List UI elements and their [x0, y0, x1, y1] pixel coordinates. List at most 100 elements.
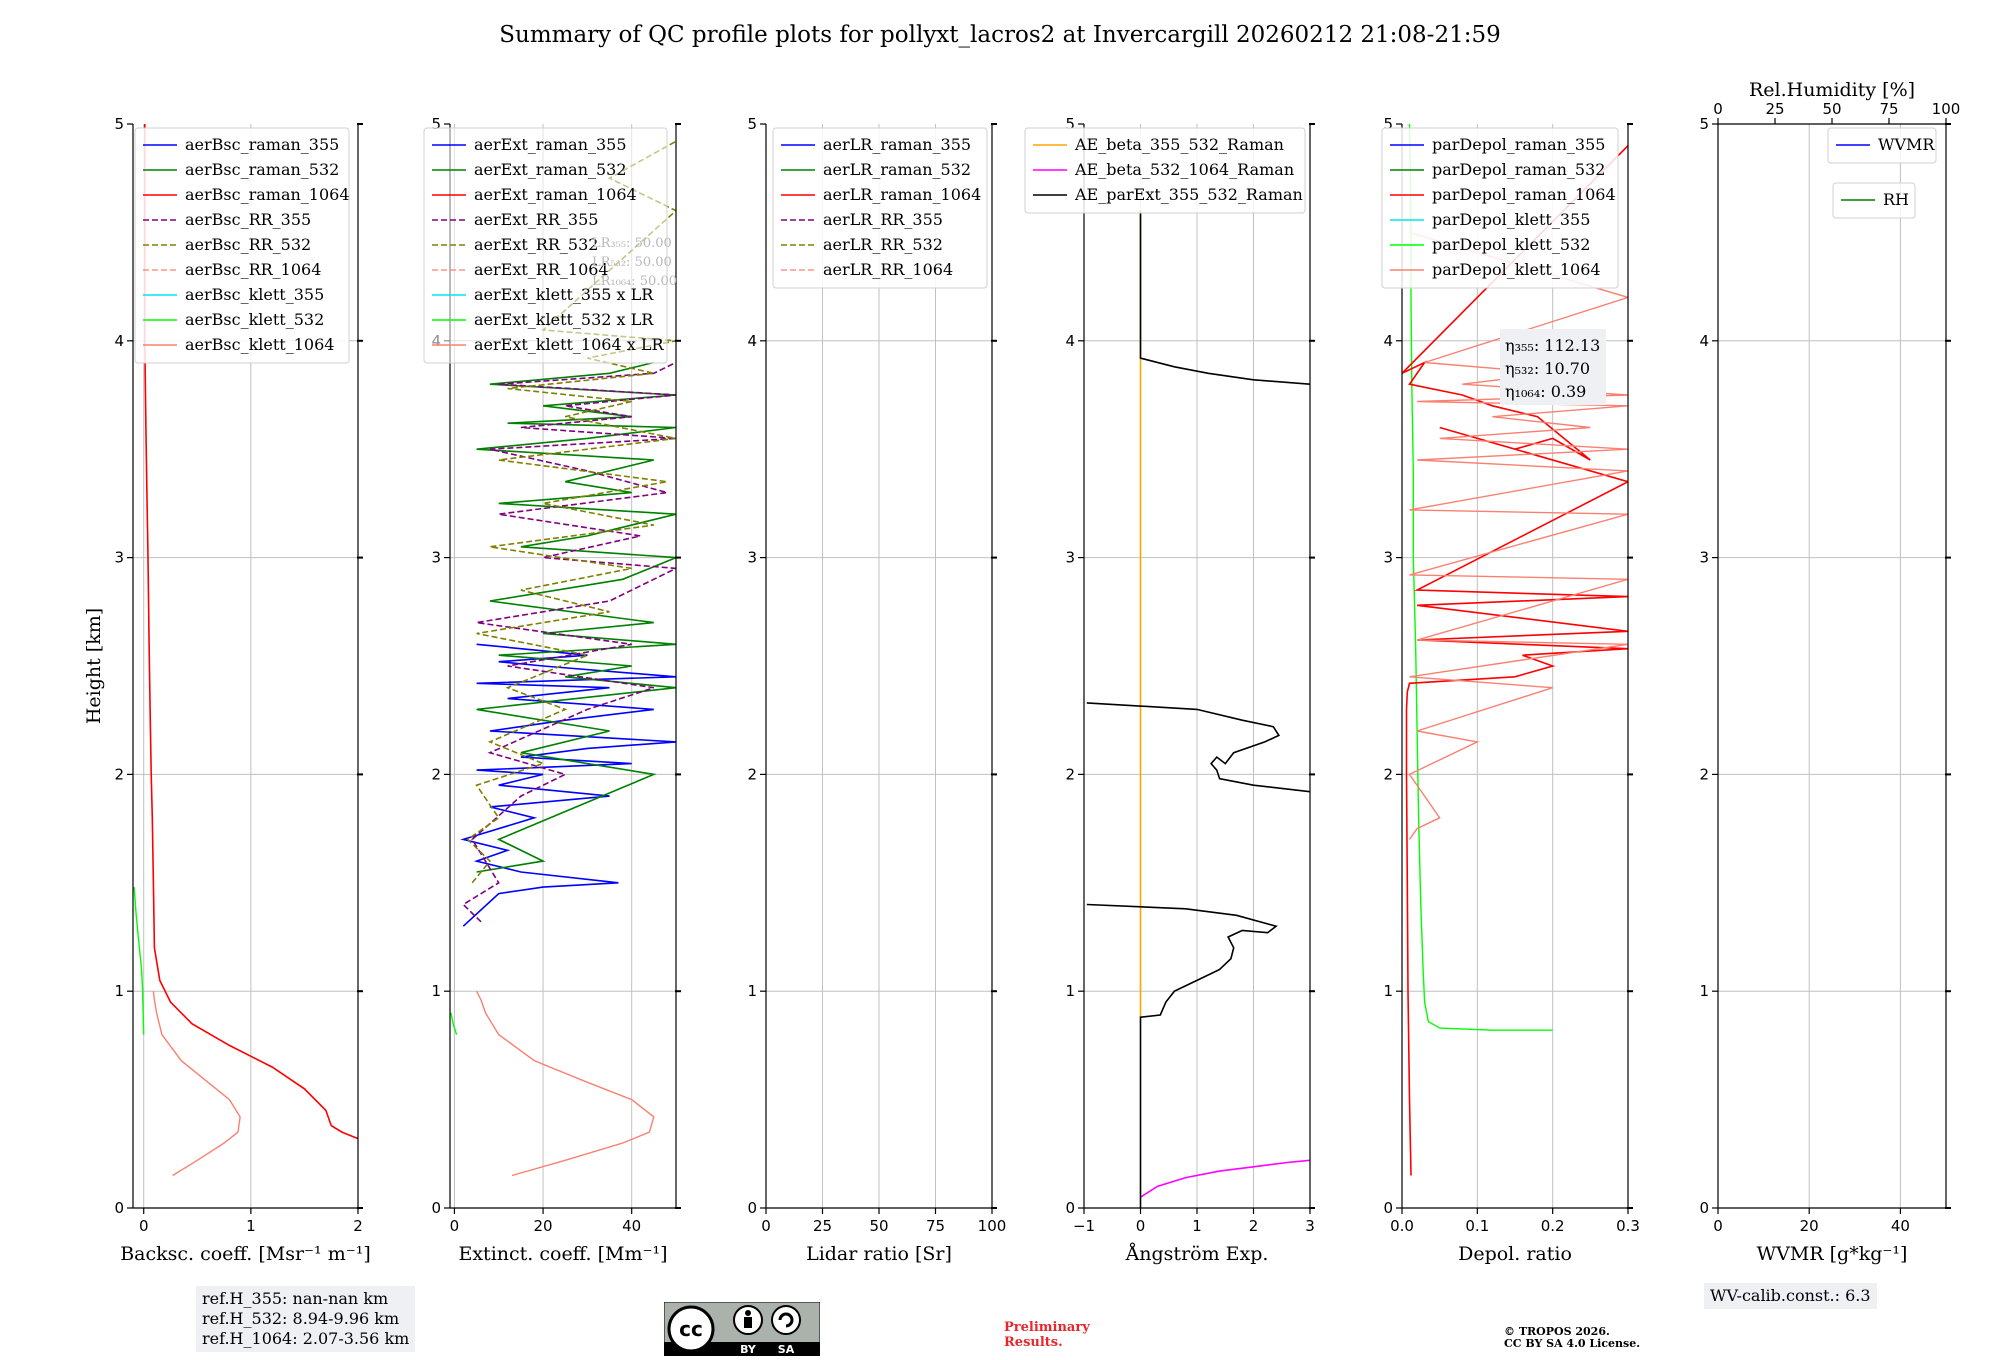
y-tick-label: 1 — [1065, 982, 1075, 1000]
y-tick-label: 4 — [1065, 332, 1075, 350]
series-aerBsc_klett_1064 — [152, 991, 241, 1177]
reference-height-box: ref.H_355: nan-nan km ref.H_532: 8.94-9.… — [196, 1286, 416, 1352]
eta-box: η₃₅₅: 112.13 η₅₃₂: 10.70 η₁₀₆₄: 0.39 — [1500, 329, 1606, 405]
x-tick-label: 2 — [353, 1217, 363, 1235]
series-AE_parExt_355_532_Raman — [1086, 702, 1310, 793]
y-tick-label: 2 — [1065, 765, 1075, 783]
y-tick-label: 5 — [431, 115, 441, 133]
x-axis-label: WVMR [g*kg⁻¹] — [1757, 1243, 1908, 1265]
x-axis-label: Backsc. coeff. [Msr⁻¹ m⁻¹] — [120, 1243, 371, 1265]
series-aerExt_RR_355 — [462, 361, 676, 923]
x-tick-label: 2 — [1249, 1217, 1259, 1235]
x-tick-label: −1 — [1073, 1217, 1095, 1235]
y-tick-label: 2 — [1383, 765, 1393, 783]
x-tick-label: 0.3 — [1616, 1217, 1640, 1235]
series-AE_parExt_355_532_Raman — [1086, 903, 1278, 1208]
x-tick-label: 1 — [246, 1217, 256, 1235]
y-tick-label: 3 — [431, 549, 441, 567]
top-x-tick-label: 25 — [1765, 100, 1784, 118]
legend-label: aerExt_raman_355 — [474, 135, 627, 154]
x-tick-label: 0.2 — [1541, 1217, 1565, 1235]
legend-label: AE_beta_532_1064_Raman — [1074, 160, 1294, 179]
legend-label: aerBsc_RR_532 — [185, 235, 311, 254]
legend-label: parDepol_klett_355 — [1432, 210, 1590, 229]
x-axis-label: Extinct. coeff. [Mm⁻¹] — [458, 1243, 667, 1265]
copyright-line-2: CC BY SA 4.0 License. — [1504, 1337, 1641, 1350]
legend-label: parDepol_raman_355 — [1432, 135, 1605, 154]
x-tick-label: 0.0 — [1390, 1217, 1414, 1235]
x-axis-label: Depol. ratio — [1458, 1243, 1572, 1265]
y-tick-label: 3 — [747, 549, 757, 567]
y-tick-label: 0 — [431, 1199, 441, 1217]
y-tick-label: 1 — [431, 982, 441, 1000]
x-tick-label: 25 — [813, 1217, 832, 1235]
legend-label: parDepol_raman_1064 — [1432, 185, 1616, 204]
y-tick-label: 1 — [1383, 982, 1393, 1000]
panel-bsc: 0 1 2 3 4 5 0 1 2 Backsc. coeff. [Msr⁻¹ m⁻¹] Heigh… — [83, 115, 371, 1265]
cc-icon-text: cc — [679, 1317, 703, 1341]
legend-label: aerExt_raman_532 — [474, 160, 627, 179]
y-tick-label: 4 — [747, 332, 757, 350]
x-tick-label: 3 — [1305, 1217, 1315, 1235]
x-tick-label: 20 — [534, 1217, 553, 1235]
legend-label: aerLR_RR_532 — [823, 235, 943, 254]
refh-1064: ref.H_1064: 2.07-3.56 km — [202, 1329, 410, 1348]
y-tick-label: 5 — [1065, 115, 1075, 133]
legend-label: aerLR_raman_532 — [823, 160, 971, 179]
y-tick-label: 3 — [1383, 549, 1393, 567]
x-tick-label: 0.1 — [1465, 1217, 1489, 1235]
legend: aerExt_raman_355 aerExt_raman_532 aerExt_r… — [423, 127, 668, 364]
x-tick-label: 0 — [450, 1217, 460, 1235]
legend: AE_beta_355_532_Raman AE_beta_532_1064_Ra… — [1024, 127, 1306, 214]
x-tick-label: 75 — [926, 1217, 945, 1235]
copyright-note: © TROPOS 2026. CC BY SA 4.0 License. — [1504, 1326, 1640, 1350]
sa-share-icon — [771, 1305, 801, 1335]
legend-label: AE_beta_355_532_Raman — [1074, 135, 1284, 154]
legend-label: aerBsc_klett_1064 — [185, 335, 334, 354]
x-tick-label: 0 — [139, 1217, 149, 1235]
legend-label: parDepol_klett_532 — [1432, 235, 1590, 254]
refh-355: ref.H_355: nan-nan km — [202, 1289, 389, 1308]
x-tick-label: 100 — [978, 1217, 1007, 1235]
x-tick-label: 0 — [1136, 1217, 1146, 1235]
y-tick-label: 1 — [747, 982, 757, 1000]
panel-ext: 01234502040Extinct. coeff. [Mm⁻¹]aerExt_… — [423, 115, 681, 1265]
series-aerBsc_raman_1064 — [144, 124, 358, 1140]
cc-by-sa-license-badge[interactable]: cc BY SA — [664, 1302, 820, 1356]
legend-label: aerLR_raman_355 — [823, 135, 971, 154]
sa-label: SA — [778, 1343, 795, 1356]
y-tick-label: 3 — [114, 549, 124, 567]
preliminary-line-1: Preliminary — [1004, 1320, 1090, 1335]
top-x-axis-label: Rel.Humidity [%] — [1749, 79, 1915, 101]
legend-label: aerExt_klett_1064 x LR — [474, 335, 664, 354]
y-tick-label: 0 — [1699, 1199, 1709, 1217]
preliminary-line-2: Results. — [1004, 1335, 1063, 1350]
lr-annotation: LR₃₅₅: 50.00 — [592, 236, 672, 251]
lr-annotation: LR₅₃₂: 50.00 — [592, 255, 672, 270]
y-tick-label: 5 — [747, 115, 757, 133]
series-AE_parExt_355_532_Raman — [1139, 210, 1310, 385]
by-label: BY — [740, 1343, 757, 1356]
legend-label: aerLR_raman_1064 — [823, 185, 981, 204]
x-tick-label: 0 — [1713, 1217, 1723, 1235]
legend: aerBsc_raman_355 aerBsc_raman_532 aerBsc_r… — [134, 127, 350, 364]
series-aerExt_raman_532 — [476, 361, 676, 873]
legend: RH — [1832, 182, 1916, 219]
y-tick-label: 2 — [114, 765, 124, 783]
eta-value: η₁₀₆₄: 0.39 — [1505, 382, 1586, 401]
lr-annotation: LR₁₀₆₄: 50.00 — [592, 274, 677, 289]
y-tick-label: 5 — [114, 115, 124, 133]
legend-label: aerBsc_raman_355 — [185, 135, 339, 154]
legend-label: aerExt_RR_355 — [474, 210, 598, 229]
x-axis-label: Ångström Exp. — [1125, 1243, 1269, 1265]
wv-calib-box: WV-calib.const.: 6.3 — [1704, 1283, 1877, 1309]
y-tick-label: 2 — [431, 765, 441, 783]
preliminary-results-note: Preliminary Results. — [1004, 1320, 1090, 1350]
legend-label: AE_parExt_355_532_Raman — [1074, 185, 1303, 204]
series-aerBsc_klett_532 — [133, 887, 145, 1035]
y-tick-label: 2 — [747, 765, 757, 783]
